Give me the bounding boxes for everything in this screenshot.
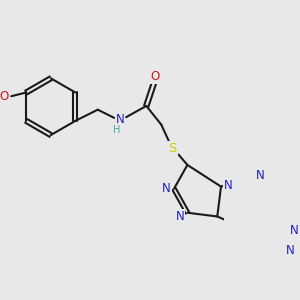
Text: N: N bbox=[286, 244, 295, 256]
Text: N: N bbox=[224, 178, 233, 192]
Text: N: N bbox=[256, 169, 264, 182]
Text: N: N bbox=[116, 113, 124, 126]
Text: O: O bbox=[151, 70, 160, 83]
Text: N: N bbox=[162, 182, 171, 195]
Text: S: S bbox=[168, 142, 177, 155]
Text: H: H bbox=[113, 125, 120, 135]
Text: N: N bbox=[176, 210, 184, 223]
Text: O: O bbox=[0, 90, 8, 103]
Text: N: N bbox=[290, 224, 298, 237]
